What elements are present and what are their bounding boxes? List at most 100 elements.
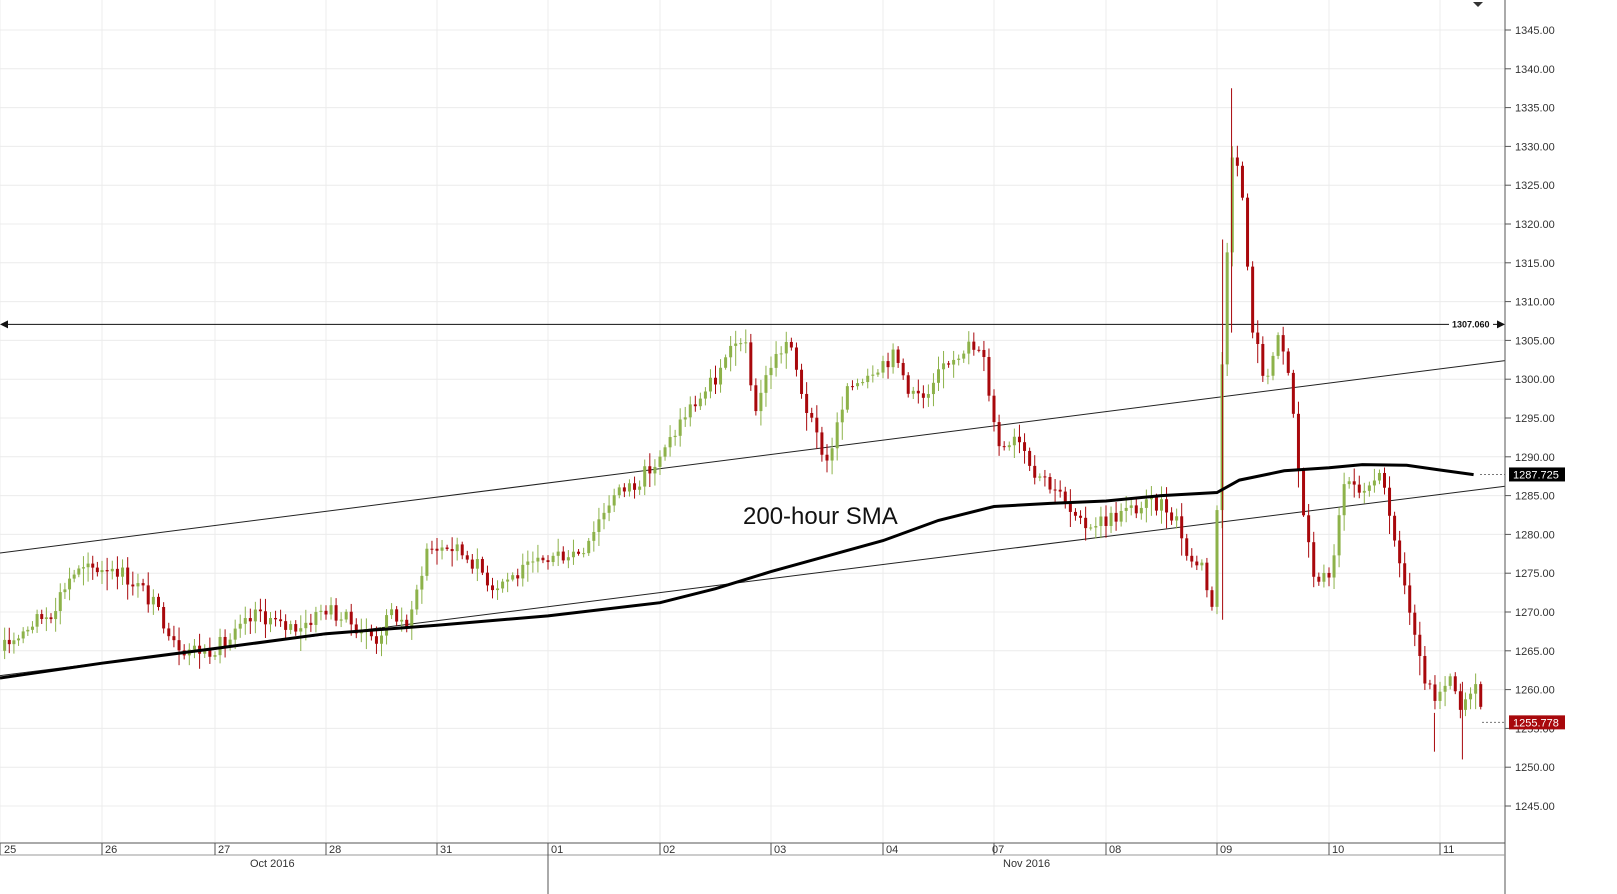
candle-body[interactable] — [1317, 576, 1321, 582]
candle-body[interactable] — [1251, 266, 1255, 333]
candle-body[interactable] — [243, 618, 247, 624]
candle-body[interactable] — [146, 585, 150, 605]
candle-body[interactable] — [223, 636, 227, 647]
candle-body[interactable] — [719, 367, 723, 385]
candle-body[interactable] — [602, 512, 606, 520]
candle-body[interactable] — [26, 629, 30, 632]
candle-body[interactable] — [1479, 684, 1483, 707]
candle-body[interactable] — [825, 454, 829, 461]
candle-body[interactable] — [627, 483, 631, 492]
candle-body[interactable] — [1048, 477, 1052, 490]
candle-body[interactable] — [871, 374, 875, 376]
candle-body[interactable] — [931, 382, 935, 395]
candle-body[interactable] — [1144, 499, 1148, 508]
candle-body[interactable] — [658, 456, 662, 467]
candle-body[interactable] — [678, 419, 682, 436]
candle-body[interactable] — [784, 341, 788, 354]
candle-body[interactable] — [390, 609, 394, 616]
candle-body[interactable] — [1220, 364, 1224, 511]
candle-body[interactable] — [1398, 540, 1402, 564]
candle-body[interactable] — [835, 422, 839, 449]
candle-body[interactable] — [1474, 684, 1478, 694]
candle-body[interactable] — [7, 639, 11, 645]
candle-body[interactable] — [972, 341, 976, 350]
candle-body[interactable] — [1393, 515, 1397, 541]
candle-body[interactable] — [77, 568, 81, 575]
candle-body[interactable] — [982, 349, 986, 358]
candle-body[interactable] — [167, 628, 171, 637]
candle-body[interactable] — [926, 394, 930, 398]
candle-body[interactable] — [1099, 516, 1103, 527]
candle-body[interactable] — [845, 386, 849, 410]
candle-body[interactable] — [1119, 510, 1123, 522]
candle-body[interactable] — [1114, 512, 1118, 522]
candle-body[interactable] — [86, 563, 90, 568]
candle-body[interactable] — [506, 579, 510, 582]
candle-body[interactable] — [1063, 491, 1067, 502]
menu-caret-icon[interactable] — [1473, 2, 1483, 7]
candle-body[interactable] — [1352, 481, 1356, 485]
candle-body[interactable] — [698, 398, 702, 407]
candle-body[interactable] — [1453, 676, 1457, 692]
candle-body[interactable] — [668, 437, 672, 448]
candle-body[interactable] — [840, 409, 844, 423]
candle-body[interactable] — [450, 549, 454, 552]
candle-body[interactable] — [1129, 505, 1133, 508]
candle-body[interactable] — [400, 619, 404, 622]
candle-body[interactable] — [17, 638, 21, 641]
candle-body[interactable] — [100, 570, 104, 573]
candle-body[interactable] — [218, 636, 222, 656]
candle-body[interactable] — [622, 487, 626, 492]
candle-body[interactable] — [91, 563, 95, 568]
candle-body[interactable] — [1332, 555, 1336, 578]
candle-body[interactable] — [673, 435, 677, 438]
candle-body[interactable] — [886, 361, 890, 368]
candle-body[interactable] — [1190, 555, 1194, 562]
candle-body[interactable] — [1383, 472, 1386, 488]
candle-body[interactable] — [415, 589, 419, 610]
candle-body[interactable] — [324, 610, 328, 615]
candle-body[interactable] — [299, 628, 303, 632]
candle-body[interactable] — [274, 618, 278, 620]
candle-body[interactable] — [121, 567, 125, 577]
candle-body[interactable] — [779, 353, 783, 355]
candle-body[interactable] — [329, 605, 333, 615]
candle-body[interactable] — [1428, 683, 1432, 685]
candle-body[interactable] — [663, 447, 667, 457]
candle-body[interactable] — [638, 486, 642, 490]
candle-body[interactable] — [764, 375, 768, 393]
candle-body[interactable] — [455, 544, 459, 552]
candle-body[interactable] — [496, 588, 500, 591]
candle-body[interactable] — [729, 345, 733, 358]
candle-body[interactable] — [1109, 512, 1113, 526]
candle-body[interactable] — [304, 622, 308, 629]
candle-body[interactable] — [480, 559, 484, 573]
candle-body[interactable] — [774, 353, 778, 368]
candle-body[interactable] — [937, 369, 940, 383]
candle-body[interactable] — [977, 349, 981, 351]
candle-body[interactable] — [344, 611, 348, 620]
candle-body[interactable] — [992, 395, 996, 423]
candle-body[interactable] — [110, 568, 114, 572]
candle-body[interactable] — [546, 560, 550, 563]
candle-body[interactable] — [1388, 487, 1392, 516]
candle-body[interactable] — [279, 619, 283, 622]
candle-body[interactable] — [49, 617, 53, 620]
candle-body[interactable] — [607, 505, 611, 513]
candle-body[interactable] — [410, 609, 414, 629]
candle-body[interactable] — [1089, 527, 1093, 529]
candle-body[interactable] — [1124, 507, 1128, 511]
candle-body[interactable] — [1367, 485, 1371, 491]
candle-body[interactable] — [385, 615, 389, 636]
candle-body[interactable] — [881, 361, 885, 373]
candle-body[interactable] — [213, 655, 217, 657]
candle-body[interactable] — [1200, 562, 1204, 566]
candle-body[interactable] — [952, 359, 956, 365]
candle-body[interactable] — [1296, 413, 1300, 471]
candle-body[interactable] — [1377, 472, 1381, 481]
sma-line[interactable] — [0, 463, 1505, 723]
candle-body[interactable] — [1347, 481, 1351, 485]
candle-body[interactable] — [233, 628, 237, 640]
candle-body[interactable] — [800, 369, 804, 394]
candle-body[interactable] — [683, 417, 687, 420]
